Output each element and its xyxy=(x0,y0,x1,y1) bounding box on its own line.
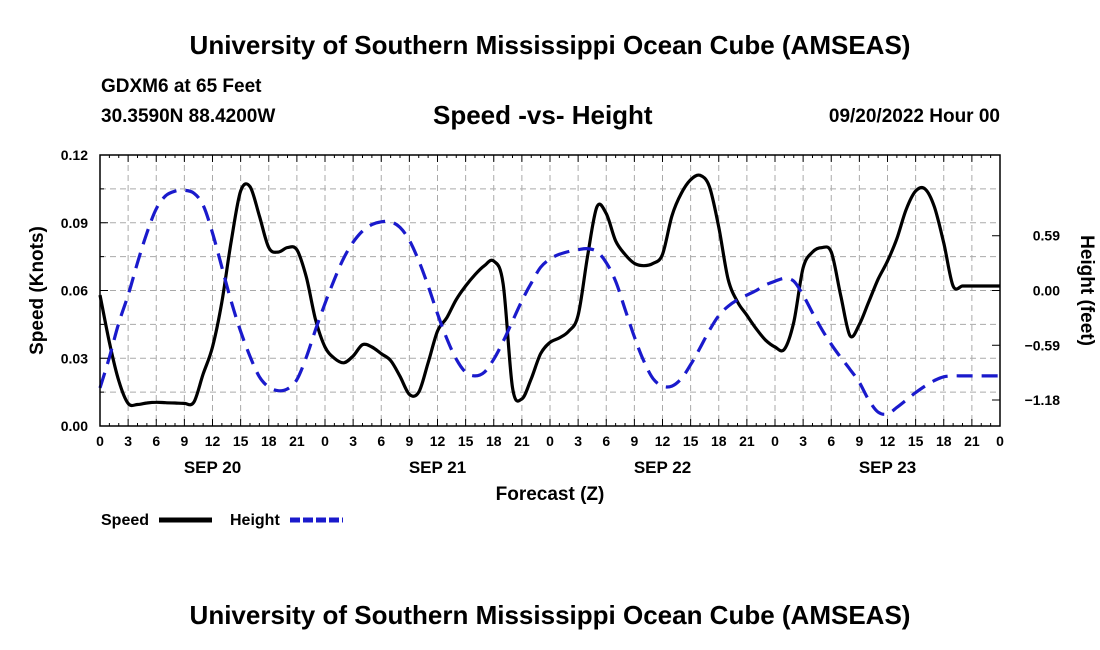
y2-tick-label: 0.00 xyxy=(1033,283,1060,299)
x-tick-label: 18 xyxy=(936,433,952,449)
x-tick-label: 18 xyxy=(261,433,277,449)
x-tick-label: 18 xyxy=(711,433,727,449)
axis-ticks xyxy=(99,154,1001,427)
station-label: GDXM6 at 65 Feet xyxy=(101,76,262,97)
page-title: University of Southern Mississippi Ocean… xyxy=(189,30,911,60)
legend-label-height: Height xyxy=(230,512,280,529)
x-tick-label: 9 xyxy=(405,433,413,449)
x-tick-label: 15 xyxy=(908,433,924,449)
axis-labels: 0 3 6 9 12 15 18 21 0 3 6 9 12 15 18 21 0 3 6 9 12 15 18 21 0 3 6 9… xyxy=(27,147,1097,505)
date-label: SEP 23 xyxy=(859,458,916,477)
x-tick-label: 12 xyxy=(880,433,896,449)
x-tick-label: 15 xyxy=(683,433,699,449)
x-tick-label: 6 xyxy=(377,433,385,449)
x-tick-label: 0 xyxy=(96,433,104,449)
x-axis-title: Forecast (Z) xyxy=(496,484,605,505)
y-tick-label: 0.12 xyxy=(61,147,88,163)
chart-subtitle: Speed -vs- Height xyxy=(433,100,653,130)
y-tick-label: 0.06 xyxy=(61,283,88,299)
y-axis-title: Speed (Knots) xyxy=(27,226,48,355)
y2-tick-label: −0.59 xyxy=(1025,337,1061,353)
series-lines xyxy=(98,173,1000,416)
x-tick-label: 9 xyxy=(630,433,638,449)
x-tick-label: 0 xyxy=(321,433,329,449)
series-line-speed xyxy=(98,173,1000,408)
coordinates-label: 30.3590N 88.4200W xyxy=(101,106,276,127)
x-tick-label: 12 xyxy=(205,433,221,449)
x-tick-label: 0 xyxy=(771,433,779,449)
series-line-height xyxy=(98,188,1000,416)
x-tick-label: 6 xyxy=(152,433,160,449)
x-tick-label: 0 xyxy=(996,433,1004,449)
x-tick-label: 9 xyxy=(180,433,188,449)
x-tick-label: 15 xyxy=(458,433,474,449)
date-label: SEP 20 xyxy=(184,458,241,477)
forecast-datetime: 09/20/2022 Hour 00 xyxy=(828,106,1000,127)
x-tick-label: 6 xyxy=(827,433,835,449)
x-tick-label: 9 xyxy=(855,433,863,449)
chart-legend: Speed Height xyxy=(101,512,343,529)
y2-tick-label: −1.18 xyxy=(1025,392,1061,408)
x-tick-label: 3 xyxy=(124,433,132,449)
y2-tick-label: 0.59 xyxy=(1033,228,1060,244)
y-tick-label: 0.00 xyxy=(61,418,88,434)
x-tick-label: 21 xyxy=(289,433,305,449)
x-tick-label: 18 xyxy=(486,433,502,449)
y2-axis-title: Height (feet) xyxy=(1076,235,1097,346)
x-tick-label: 3 xyxy=(574,433,582,449)
date-label: SEP 22 xyxy=(634,458,691,477)
footer-title: University of Southern Mississippi Ocean… xyxy=(189,600,911,630)
grid-lines xyxy=(100,155,1000,426)
x-tick-label: 0 xyxy=(546,433,554,449)
y-tick-label: 0.09 xyxy=(61,215,88,231)
x-tick-label: 3 xyxy=(349,433,357,449)
x-tick-label: 12 xyxy=(430,433,446,449)
x-tick-label: 21 xyxy=(739,433,755,449)
x-tick-label: 21 xyxy=(514,433,530,449)
x-tick-label: 6 xyxy=(602,433,610,449)
y-tick-label: 0.03 xyxy=(61,350,88,366)
x-tick-label: 3 xyxy=(799,433,807,449)
x-tick-label: 15 xyxy=(233,433,249,449)
legend-label-speed: Speed xyxy=(101,512,149,529)
x-tick-label: 12 xyxy=(655,433,671,449)
date-label: SEP 21 xyxy=(409,458,466,477)
x-tick-label: 21 xyxy=(964,433,980,449)
